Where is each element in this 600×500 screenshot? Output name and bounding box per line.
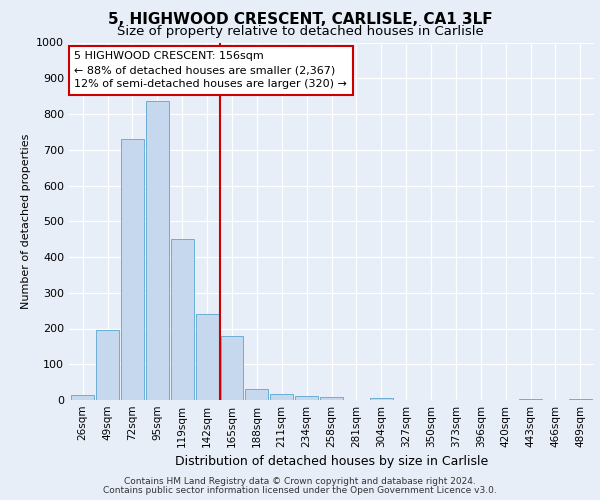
Bar <box>96 330 119 400</box>
Bar <box>295 396 318 400</box>
Text: 5 HIGHWOOD CRESCENT: 156sqm
← 88% of detached houses are smaller (2,367)
12% of : 5 HIGHWOOD CRESCENT: 156sqm ← 88% of det… <box>74 52 347 90</box>
Bar <box>270 394 293 400</box>
Y-axis label: Number of detached properties: Number of detached properties <box>20 134 31 309</box>
Bar <box>171 239 194 400</box>
Text: Size of property relative to detached houses in Carlisle: Size of property relative to detached ho… <box>116 25 484 38</box>
Text: Contains public sector information licensed under the Open Government Licence v3: Contains public sector information licen… <box>103 486 497 495</box>
Bar <box>121 139 144 400</box>
Bar <box>569 398 592 400</box>
Bar <box>370 398 393 400</box>
Bar <box>320 398 343 400</box>
Bar <box>196 314 218 400</box>
Bar <box>146 102 169 400</box>
X-axis label: Distribution of detached houses by size in Carlisle: Distribution of detached houses by size … <box>175 456 488 468</box>
Bar <box>245 390 268 400</box>
Text: Contains HM Land Registry data © Crown copyright and database right 2024.: Contains HM Land Registry data © Crown c… <box>124 477 476 486</box>
Bar <box>71 396 94 400</box>
Bar <box>221 336 244 400</box>
Bar <box>519 398 542 400</box>
Text: 5, HIGHWOOD CRESCENT, CARLISLE, CA1 3LF: 5, HIGHWOOD CRESCENT, CARLISLE, CA1 3LF <box>107 12 493 28</box>
